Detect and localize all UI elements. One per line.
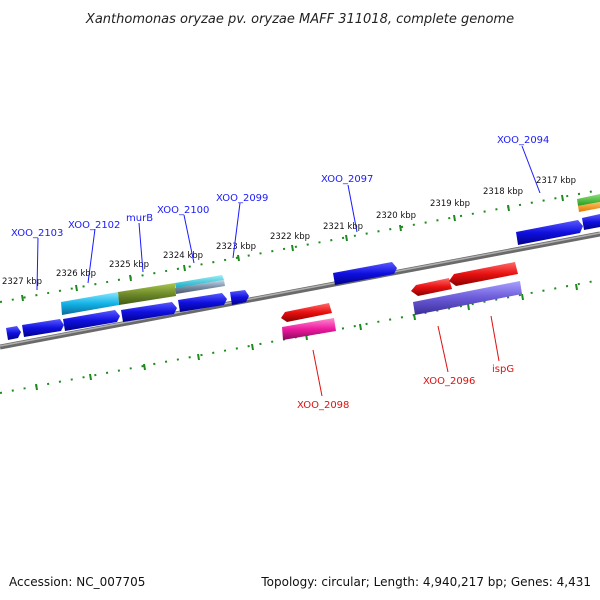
topology-text: Topology: circular; Length: 4,940,217 bp… xyxy=(260,575,591,589)
kbp-label: 2322 kbp xyxy=(270,232,310,242)
kbp-label: 2317 kbp xyxy=(536,176,576,186)
gene-label-xoo-2099[interactable]: XOO_2099 xyxy=(216,193,268,204)
gene-block-xoo-2102[interactable] xyxy=(61,292,119,315)
gene-arrow-murb[interactable] xyxy=(121,302,177,322)
gene-arrow-xoo-2096[interactable] xyxy=(411,278,452,296)
kbp-label: 2323 kbp xyxy=(216,242,256,252)
gene-arrow-xoo-2099[interactable] xyxy=(230,290,249,305)
kbp-tick-labels: 2317 kbp 2318 kbp 2319 kbp 2320 kbp 2321… xyxy=(2,176,576,287)
reverse-genes xyxy=(281,262,522,340)
gene-block-orange[interactable] xyxy=(578,202,600,212)
gene-block-ispg[interactable] xyxy=(413,281,522,315)
gene-block-xoo-2100-teal[interactable] xyxy=(175,275,224,288)
kbp-label: 2319 kbp xyxy=(430,199,470,209)
gene-arrow-xoo-2097[interactable] xyxy=(333,262,397,285)
gene-label-ispg[interactable]: ispG xyxy=(492,364,514,375)
accession-text: Accession: NC_007705 xyxy=(9,575,145,589)
gene-label-murb[interactable]: murB xyxy=(126,213,153,224)
gene-label-xoo-2096[interactable]: XOO_2096 xyxy=(423,376,475,387)
forward-major-ticks xyxy=(21,194,564,302)
kbp-label: 2327 kbp xyxy=(2,277,42,287)
gene-arrow-xoo-2094[interactable] xyxy=(516,220,583,245)
kbp-label: 2321 kbp xyxy=(323,222,363,232)
gene-arrow-xoo-2103[interactable] xyxy=(22,319,64,337)
gene-arrow-edge[interactable] xyxy=(582,214,600,230)
gene-block-green[interactable] xyxy=(577,194,600,206)
gene-arrow-xoo-2102[interactable] xyxy=(63,310,120,331)
gene-arrow-left-edge[interactable] xyxy=(6,326,21,340)
gene-label-xoo-2102[interactable]: XOO_2102 xyxy=(68,220,120,231)
gene-block-xoo-2098[interactable] xyxy=(282,318,336,340)
genome-backbone xyxy=(0,231,600,350)
gene-label-xoo-2100[interactable]: XOO_2100 xyxy=(157,205,209,216)
gene-arrow-xoo-2100[interactable] xyxy=(178,293,227,312)
kbp-label: 2318 kbp xyxy=(483,187,523,197)
gene-arrow-xoo-2098[interactable] xyxy=(281,303,332,322)
gene-labels: XOO_2094 XOO_2097 XOO_2099 XOO_2100 murB… xyxy=(11,135,549,411)
gene-label-xoo-2094[interactable]: XOO_2094 xyxy=(497,135,549,146)
kbp-label: 2324 kbp xyxy=(163,251,203,261)
label-leader-lines xyxy=(36,145,541,397)
kbp-label: 2326 kbp xyxy=(56,269,96,279)
genome-title: Xanthomonas oryzae pv. oryzae MAFF 31101… xyxy=(85,12,514,27)
kbp-label: 2320 kbp xyxy=(376,211,416,221)
gene-label-xoo-2098[interactable]: XOO_2098 xyxy=(297,400,349,411)
gene-label-xoo-2097[interactable]: XOO_2097 xyxy=(321,174,373,185)
forward-genes xyxy=(6,194,600,340)
gene-arrow-ispg[interactable] xyxy=(449,262,518,286)
kbp-label: 2325 kbp xyxy=(109,260,149,270)
gene-block-xoo-2100-steel[interactable] xyxy=(175,280,225,294)
gene-label-xoo-2103[interactable]: XOO_2103 xyxy=(11,228,63,239)
gene-block-murb[interactable] xyxy=(118,283,176,305)
